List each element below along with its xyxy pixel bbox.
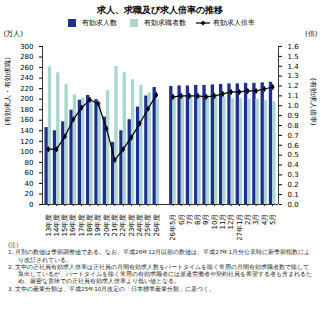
svg-text:12月: 12月 bbox=[227, 214, 235, 230]
svg-text:1.1: 1.1 bbox=[288, 92, 299, 100]
svg-text:15年度: 15年度 bbox=[61, 214, 69, 237]
svg-text:11月: 11月 bbox=[219, 214, 227, 230]
svg-text:120: 120 bbox=[20, 138, 33, 146]
svg-text:100: 100 bbox=[20, 148, 33, 156]
svg-text:0.2: 0.2 bbox=[288, 181, 299, 189]
svg-text:17年度: 17年度 bbox=[78, 214, 86, 237]
svg-text:5月: 5月 bbox=[269, 214, 277, 225]
svg-text:3月: 3月 bbox=[252, 214, 260, 225]
svg-text:22年度: 22年度 bbox=[119, 214, 127, 237]
svg-text:18年度: 18年度 bbox=[86, 214, 94, 237]
svg-text:1.5: 1.5 bbox=[288, 53, 299, 61]
svg-text:24年度: 24年度 bbox=[136, 214, 144, 237]
svg-text:(倍): (倍) bbox=[305, 30, 318, 38]
svg-text:300: 300 bbox=[20, 43, 33, 51]
svg-text:1.2: 1.2 bbox=[288, 82, 299, 90]
svg-text:0.5: 0.5 bbox=[288, 151, 299, 159]
svg-text:0.1: 0.1 bbox=[288, 191, 299, 199]
svg-text:80: 80 bbox=[25, 159, 34, 167]
svg-text:(有効求人倍率): (有効求人倍率) bbox=[309, 78, 317, 126]
svg-text:26年5月: 26年5月 bbox=[169, 214, 177, 241]
svg-text:200: 200 bbox=[20, 95, 33, 103]
svg-text:21年度: 21年度 bbox=[111, 214, 119, 237]
svg-text:260: 260 bbox=[20, 64, 33, 72]
svg-text:27年1月: 27年1月 bbox=[236, 214, 244, 241]
svg-text:9月: 9月 bbox=[202, 214, 210, 225]
svg-text:4月: 4月 bbox=[261, 214, 269, 225]
svg-text:220: 220 bbox=[20, 85, 33, 93]
svg-text:0: 0 bbox=[29, 201, 33, 209]
svg-text:10月: 10月 bbox=[211, 214, 219, 230]
html-text:有効求人数: 有効求人数 bbox=[82, 18, 117, 27]
html-text:1. 月別の数値は季節調整値である。なお、平成26年12月以: 1. 月別の数値は季節調整値である。なお、平成26年12月以前の数値は、平成27… bbox=[8, 249, 310, 263]
svg-text:280: 280 bbox=[20, 53, 33, 61]
svg-text:7月: 7月 bbox=[186, 214, 194, 225]
svg-text:20: 20 bbox=[25, 190, 34, 198]
svg-text:16年度: 16年度 bbox=[69, 214, 77, 237]
svg-text:40: 40 bbox=[25, 180, 34, 188]
html-text:2. 文中の正社員有効求人倍率は正社員の月間有効求人数をパー: 2. 文中の正社員有効求人倍率は正社員の月間有効求人数をパートタイムを除く常用の… bbox=[8, 263, 312, 285]
html-text:3. 文中の産業分類は、平成25年10月改定の「日本標準産業: 3. 文中の産業分類は、平成25年10月改定の「日本標準産業分類」に基づく。 bbox=[8, 285, 216, 292]
html-text:有効求職者数: 有効求職者数 bbox=[144, 18, 186, 27]
svg-text:25年度: 25年度 bbox=[144, 214, 152, 237]
svg-text:60: 60 bbox=[25, 169, 34, 177]
svg-text:240: 240 bbox=[20, 74, 33, 82]
svg-text:0.4: 0.4 bbox=[288, 161, 300, 169]
svg-text:0.6: 0.6 bbox=[288, 141, 300, 149]
svg-text:1.4: 1.4 bbox=[288, 62, 300, 70]
svg-text:26年度: 26年度 bbox=[153, 214, 161, 237]
html-text:有効求人倍率: 有効求人倍率 bbox=[213, 18, 255, 27]
svg-text:1.0: 1.0 bbox=[288, 102, 299, 110]
svg-text:(有効求人・有効求職): (有効求人・有効求職) bbox=[4, 57, 12, 126]
svg-text:23年度: 23年度 bbox=[128, 214, 136, 237]
svg-text:180: 180 bbox=[20, 106, 33, 114]
svg-text:2月: 2月 bbox=[244, 214, 252, 225]
html-text:求人、求職及び求人倍率の推移: 求人、求職及び求人倍率の推移 bbox=[97, 5, 223, 15]
svg-text:8月: 8月 bbox=[194, 214, 202, 225]
svg-text:14年度: 14年度 bbox=[53, 214, 61, 237]
html-text:(注): (注) bbox=[8, 242, 19, 248]
svg-text:140: 140 bbox=[20, 127, 33, 135]
svg-text:0.9: 0.9 bbox=[288, 112, 299, 120]
svg-text:6月: 6月 bbox=[178, 214, 186, 225]
svg-text:19年度: 19年度 bbox=[94, 214, 102, 237]
svg-text:13年度: 13年度 bbox=[45, 214, 53, 237]
svg-text:20年度: 20年度 bbox=[103, 214, 111, 237]
svg-text:0.0: 0.0 bbox=[288, 201, 299, 209]
svg-text:0.3: 0.3 bbox=[288, 171, 299, 179]
svg-text:1.3: 1.3 bbox=[288, 72, 299, 80]
svg-text:0.8: 0.8 bbox=[288, 122, 299, 130]
svg-text:160: 160 bbox=[20, 116, 33, 124]
svg-text:1.6: 1.6 bbox=[288, 43, 300, 51]
svg-text:0.7: 0.7 bbox=[288, 132, 299, 140]
svg-text:(万人): (万人) bbox=[4, 30, 24, 38]
